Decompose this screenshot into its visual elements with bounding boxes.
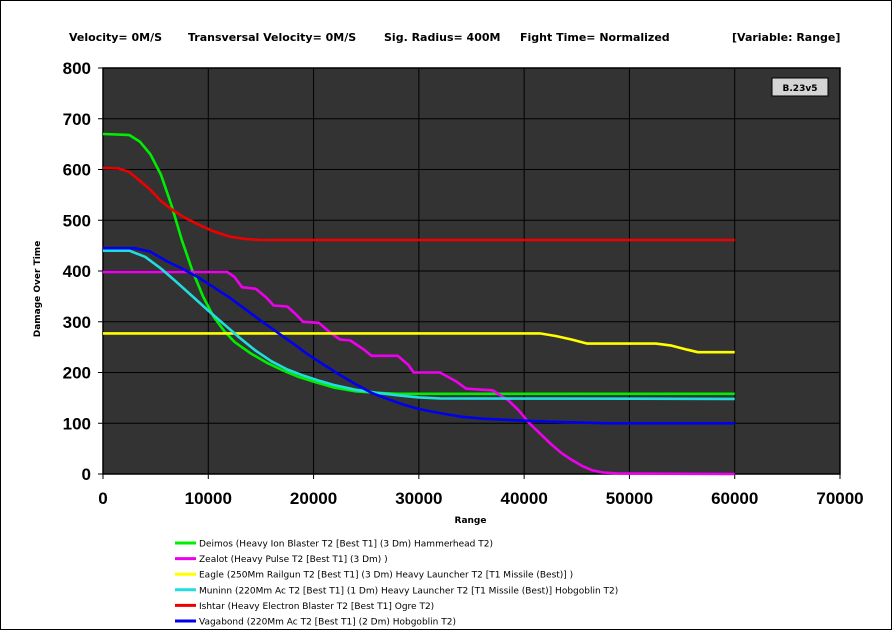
y-tick-label: 100 [63, 414, 91, 433]
x-tick-label: 50000 [606, 489, 653, 508]
series-line [103, 332, 735, 354]
y-axis-title: Damage Over Time [33, 241, 43, 338]
x-tick-label: 0 [98, 489, 107, 508]
x-axis-title: Range [455, 516, 487, 526]
y-tick-label: 700 [63, 110, 91, 129]
y-tick-label: 600 [63, 161, 91, 180]
legend-entry: Deimos (Heavy Ion Blaster T2 [Best T1] (… [199, 540, 493, 550]
legend-entry: Eagle (250Mm Railgun T2 [Best T1] (3 Dm)… [199, 571, 573, 581]
x-tick-label: 60000 [711, 489, 758, 508]
legend-entry: Vagabond (220Mm Ac T2 [Best T1] (2 Dm) H… [199, 618, 456, 628]
version-badge [771, 77, 829, 97]
x-tick-label: 30000 [395, 489, 442, 508]
legend-entry: Zealot (Heavy Pulse T2 [Best T1] (3 Dm) … [199, 555, 388, 565]
velocity-label: Velocity= 0M/S [69, 31, 163, 44]
variable-label: [Variable: Range] [732, 31, 841, 44]
series-line [102, 166, 735, 242]
y-tick-label: 300 [63, 313, 91, 332]
fight-time-label: Fight Time= Normalized [520, 31, 670, 44]
y-tick-label: 0 [82, 465, 91, 484]
x-tick-label: 70000 [816, 489, 863, 508]
legend-entry: Muninn (220Mm Ac T2 [Best T1] (1 Dm) Hea… [199, 586, 618, 596]
series-line [103, 246, 735, 425]
x-tick-label: 20000 [290, 489, 337, 508]
version-badge-label: B.23v5 [783, 84, 818, 94]
x-tick-label: 10000 [185, 489, 232, 508]
y-tick-label: 200 [63, 364, 91, 383]
series-line [103, 270, 735, 476]
y-tick-label: 400 [63, 262, 91, 281]
series-line [103, 249, 735, 401]
x-tick-label: 40000 [501, 489, 548, 508]
legend-entry: Ishtar (Heavy Electron Blaster T2 [Best … [199, 602, 434, 612]
y-tick-label: 800 [63, 59, 91, 78]
y-tick-label: 500 [63, 211, 91, 230]
sig-radius-label: Sig. Radius= 400M [384, 31, 501, 44]
transversal-velocity-label: Transversal Velocity= 0M/S [188, 31, 357, 44]
